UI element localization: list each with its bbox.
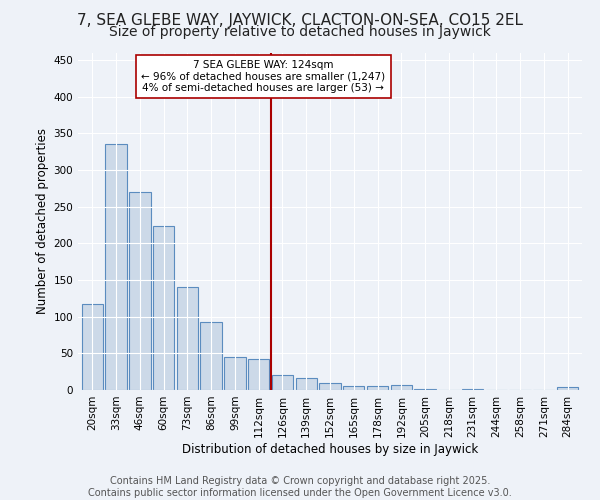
Bar (153, 226, 174, 390)
Bar (319, 384, 341, 390)
Bar (248, 359, 269, 390)
Text: Size of property relative to detached houses in Jaywick: Size of property relative to detached ho… (109, 25, 491, 39)
Y-axis label: Number of detached properties: Number of detached properties (36, 128, 49, 314)
Bar (343, 386, 364, 390)
Bar (296, 378, 317, 390)
Bar (367, 386, 388, 390)
Text: Contains HM Land Registry data © Crown copyright and database right 2025.
Contai: Contains HM Land Registry data © Crown c… (88, 476, 512, 498)
Bar (82, 304, 103, 390)
Bar (224, 357, 245, 390)
Text: 7 SEA GLEBE WAY: 124sqm
← 96% of detached houses are smaller (1,247)
4% of semi-: 7 SEA GLEBE WAY: 124sqm ← 96% of detache… (142, 60, 385, 93)
Bar (462, 388, 484, 390)
Bar (176, 288, 198, 390)
Bar (200, 322, 222, 390)
X-axis label: Distribution of detached houses by size in Jaywick: Distribution of detached houses by size … (182, 442, 478, 456)
Bar (415, 388, 436, 390)
Bar (129, 192, 151, 390)
Text: 7, SEA GLEBE WAY, JAYWICK, CLACTON-ON-SEA, CO15 2EL: 7, SEA GLEBE WAY, JAYWICK, CLACTON-ON-SE… (77, 12, 523, 28)
Bar (106, 144, 127, 390)
Bar (272, 376, 293, 390)
Bar (557, 387, 578, 390)
Bar (391, 385, 412, 390)
